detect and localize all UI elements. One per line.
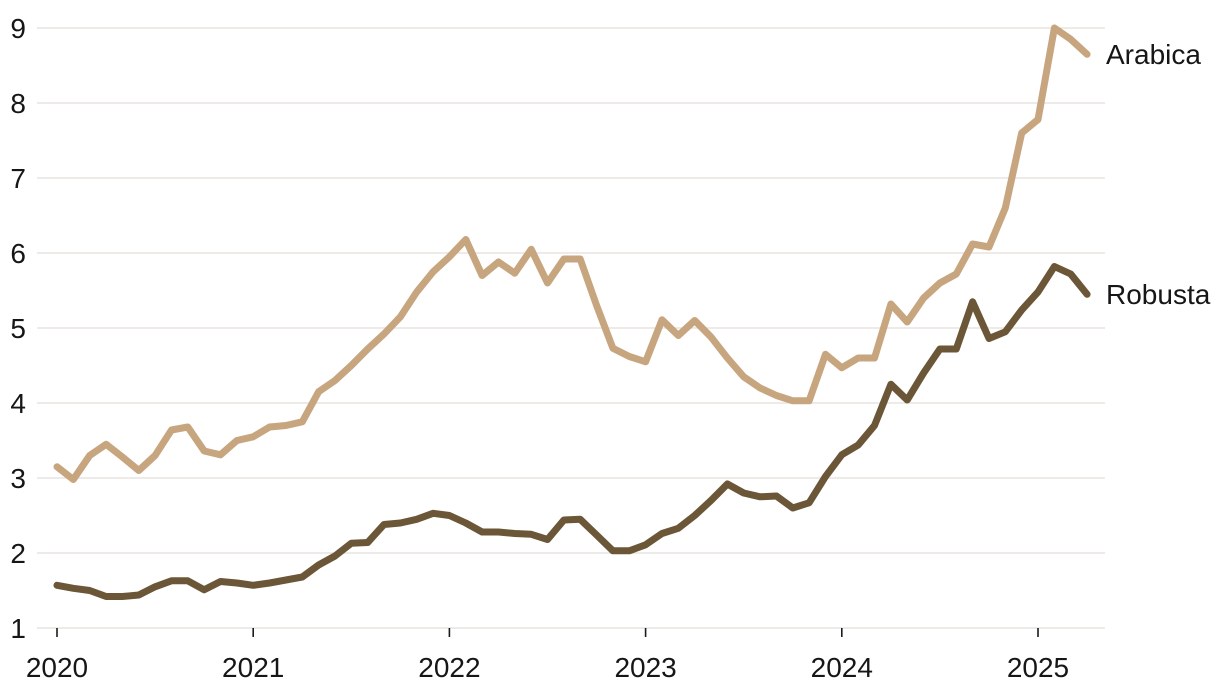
y-tick-label-6: 6 bbox=[10, 238, 26, 269]
y-tick-label-9: 9 bbox=[10, 13, 26, 44]
y-axis-labels: 1 2 3 4 5 6 7 8 9 bbox=[10, 13, 26, 644]
series-label-arabica: Arabica bbox=[1106, 39, 1201, 70]
y-tick-label-7: 7 bbox=[10, 163, 26, 194]
y-tick-label-4: 4 bbox=[10, 388, 26, 419]
x-tick-label-2025: 2025 bbox=[1007, 652, 1069, 683]
x-tick-label-2024: 2024 bbox=[811, 652, 873, 683]
series-line-arabica bbox=[53, 24, 1091, 483]
y-tick-label-8: 8 bbox=[10, 88, 26, 119]
y-tick-label-3: 3 bbox=[10, 463, 26, 494]
y-tick-label-5: 5 bbox=[10, 313, 26, 344]
gridlines bbox=[37, 27, 1105, 629]
x-tick-label-2023: 2023 bbox=[614, 652, 676, 683]
series-lines bbox=[53, 24, 1091, 600]
y-tick-label-2: 2 bbox=[10, 538, 26, 569]
y-tick-label-1: 1 bbox=[10, 613, 26, 644]
x-tick-label-2020: 2020 bbox=[26, 652, 88, 683]
x-tick-label-2022: 2022 bbox=[418, 652, 480, 683]
series-line-robusta bbox=[53, 263, 1091, 600]
series-labels: Arabica Robusta bbox=[1106, 39, 1211, 310]
series-label-robusta: Robusta bbox=[1106, 279, 1211, 310]
x-axis: 2020 2021 2022 2023 2024 2025 bbox=[26, 628, 1069, 683]
x-tick-label-2021: 2021 bbox=[222, 652, 284, 683]
